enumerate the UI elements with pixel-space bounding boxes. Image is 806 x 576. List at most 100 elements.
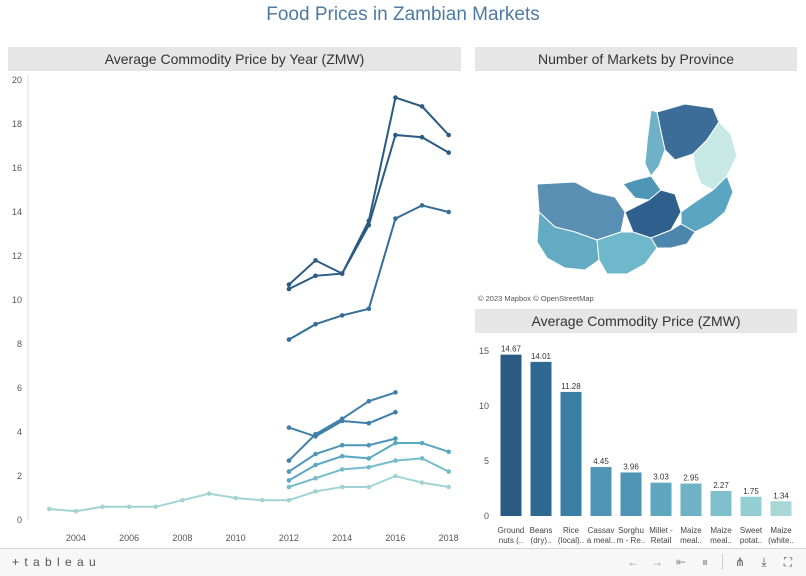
- data-point[interactable]: [286, 469, 292, 474]
- line-series[interactable]: [286, 440, 451, 483]
- data-point[interactable]: [419, 134, 425, 140]
- data-point[interactable]: [419, 104, 425, 109]
- data-point[interactable]: [366, 484, 372, 490]
- series-line[interactable]: [288, 96, 450, 286]
- bar[interactable]: [710, 491, 732, 516]
- data-point[interactable]: [393, 132, 398, 138]
- data-point[interactable]: [419, 480, 425, 485]
- data-point[interactable]: [233, 495, 238, 501]
- line-series[interactable]: [47, 473, 451, 514]
- bar[interactable]: [590, 467, 612, 516]
- download-icon[interactable]: ⤓: [761, 555, 767, 569]
- data-point[interactable]: [286, 282, 292, 287]
- bar[interactable]: [650, 482, 672, 516]
- data-point[interactable]: [339, 484, 345, 490]
- data-point[interactable]: [339, 313, 345, 318]
- data-point[interactable]: [286, 484, 292, 490]
- data-point[interactable]: [286, 337, 292, 342]
- data-point[interactable]: [339, 467, 345, 472]
- data-point[interactable]: [313, 434, 318, 439]
- data-point[interactable]: [446, 209, 451, 215]
- fullscreen-icon[interactable]: ⛶: [783, 555, 793, 569]
- data-point[interactable]: [313, 273, 318, 279]
- data-point[interactable]: [180, 497, 185, 503]
- data-point[interactable]: [446, 150, 451, 155]
- data-point[interactable]: [313, 489, 318, 494]
- data-point[interactable]: [366, 306, 372, 312]
- data-point[interactable]: [206, 491, 212, 496]
- province-map[interactable]: [475, 72, 797, 292]
- data-point[interactable]: [393, 390, 398, 395]
- data-point[interactable]: [393, 95, 398, 100]
- province-western[interactable]: [536, 210, 600, 271]
- revert-icon[interactable]: ⇤: [675, 555, 687, 569]
- bar[interactable]: [560, 391, 582, 516]
- data-point[interactable]: [339, 442, 345, 448]
- data-point[interactable]: [286, 286, 292, 292]
- data-point[interactable]: [446, 484, 451, 490]
- data-point[interactable]: [47, 506, 52, 512]
- bar[interactable]: [680, 483, 702, 516]
- province-luapula[interactable]: [644, 109, 666, 177]
- data-point[interactable]: [313, 462, 318, 468]
- bar[interactable]: [530, 361, 552, 516]
- data-point[interactable]: [366, 398, 372, 404]
- data-point[interactable]: [339, 453, 345, 459]
- data-point[interactable]: [419, 440, 425, 446]
- data-point[interactable]: [366, 456, 372, 461]
- bar[interactable]: [500, 354, 522, 516]
- data-point[interactable]: [393, 436, 398, 441]
- line-series[interactable]: [286, 95, 451, 287]
- data-point[interactable]: [126, 504, 132, 510]
- data-point[interactable]: [419, 203, 425, 208]
- data-point[interactable]: [313, 258, 318, 263]
- line-series[interactable]: [286, 132, 451, 292]
- data-point[interactable]: [286, 497, 292, 503]
- redo-icon[interactable]: →: [651, 555, 663, 569]
- line-series[interactable]: [286, 203, 451, 342]
- data-point[interactable]: [393, 458, 398, 463]
- data-point[interactable]: [419, 456, 425, 461]
- data-point[interactable]: [73, 508, 79, 514]
- series-line[interactable]: [288, 133, 450, 290]
- line-series[interactable]: [286, 409, 398, 439]
- tableau-logo[interactable]: + t a b l e a u: [12, 555, 97, 569]
- data-point[interactable]: [393, 440, 398, 446]
- data-point[interactable]: [366, 222, 372, 228]
- data-point[interactable]: [260, 497, 265, 503]
- data-point[interactable]: [339, 418, 345, 424]
- data-point[interactable]: [446, 469, 451, 474]
- undo-icon[interactable]: ←: [627, 555, 639, 569]
- share-icon[interactable]: ⋔: [734, 555, 746, 569]
- data-point[interactable]: [366, 464, 372, 470]
- data-point[interactable]: [286, 425, 292, 430]
- bar[interactable]: [770, 501, 792, 516]
- data-point[interactable]: [366, 420, 372, 426]
- data-point[interactable]: [393, 216, 398, 221]
- series-line[interactable]: [49, 474, 449, 513]
- data-point[interactable]: [393, 473, 398, 479]
- data-point[interactable]: [313, 321, 318, 327]
- bar[interactable]: [740, 496, 762, 516]
- data-point[interactable]: [286, 458, 292, 463]
- series-line[interactable]: [288, 391, 396, 462]
- bar[interactable]: [620, 472, 642, 516]
- series-line[interactable]: [288, 411, 396, 438]
- line-series[interactable]: [286, 436, 398, 474]
- data-point[interactable]: [339, 271, 345, 276]
- line-chart[interactable]: 0 2 4 6 8 10 12 14 16 18 20 2004 2006 2008 2010 2012 20…: [0, 72, 470, 548]
- province-southern[interactable]: [596, 231, 658, 275]
- data-point[interactable]: [313, 451, 318, 457]
- province-lusaka[interactable]: [650, 223, 696, 249]
- data-point[interactable]: [366, 442, 372, 448]
- series-line[interactable]: [288, 442, 450, 482]
- data-point[interactable]: [100, 504, 105, 510]
- data-point[interactable]: [153, 504, 159, 510]
- line-series[interactable]: [286, 456, 451, 490]
- data-point[interactable]: [286, 478, 292, 483]
- data-point[interactable]: [313, 475, 318, 481]
- pause-icon[interactable]: ⏸: [701, 555, 708, 569]
- data-point[interactable]: [393, 409, 398, 415]
- province-muchinga[interactable]: [692, 121, 738, 191]
